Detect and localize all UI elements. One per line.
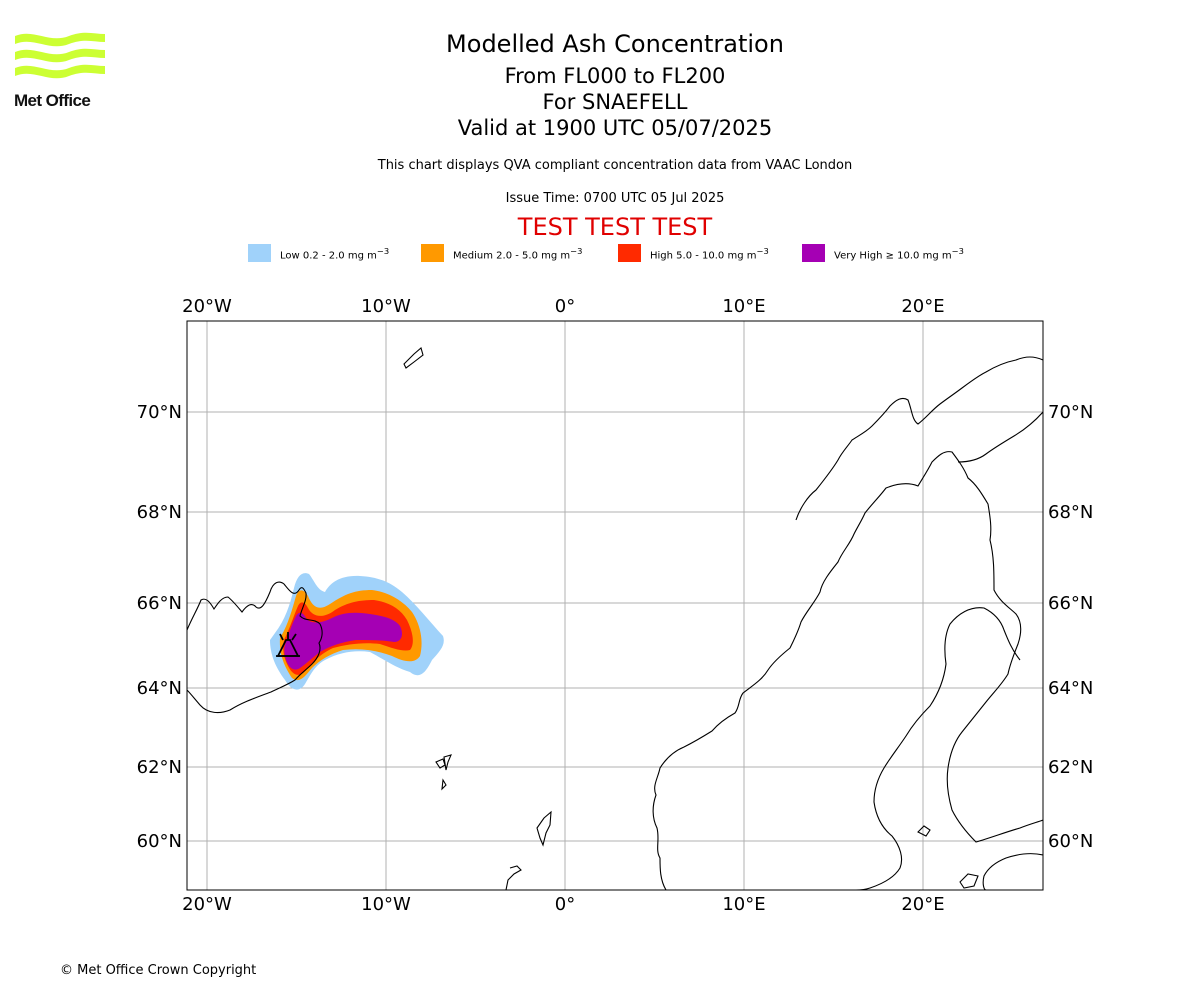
- lon-labels-bottom: 20°W 10°W 0° 10°E 20°E: [182, 894, 944, 915]
- legend-label-low: Low 0.2 - 2.0 mg m: [280, 250, 377, 262]
- legend-unit-high: −3: [756, 246, 769, 256]
- coast-norway-north: [795, 356, 1043, 521]
- lat-label-left-66n: 66°N: [137, 593, 182, 614]
- lat-label-left-70n: 70°N: [137, 402, 182, 423]
- lat-label-right-62n: 62°N: [1048, 757, 1093, 778]
- legend-swatch-low: [248, 244, 271, 262]
- lat-labels-right: 70°N 68°N 66°N 64°N 62°N 60°N: [1048, 402, 1093, 852]
- coast-shetland: [536, 810, 552, 847]
- lon-label-bottom-10e: 10°E: [722, 894, 765, 915]
- legend-unit-low: −3: [376, 246, 390, 256]
- legend-swatch-very-high: [802, 244, 825, 262]
- lat-label-right-66n: 66°N: [1048, 593, 1093, 614]
- data-source-note: This chart displays QVA compliant concen…: [377, 158, 853, 173]
- legend-label-very-high: Very High ≥ 10.0 mg m: [834, 250, 952, 262]
- coast-finland-south: [982, 853, 1043, 890]
- lon-labels-top: 20°W 10°W 0° 10°E 20°E: [182, 296, 944, 317]
- flight-levels: From FL000 to FL200: [504, 64, 726, 88]
- coast-orkney: [505, 865, 522, 890]
- met-office-logo: Met Office: [14, 30, 109, 112]
- valid-time: Valid at 1900 UTC 05/07/2025: [457, 116, 773, 140]
- lon-label-top-20e: 20°E: [901, 296, 944, 317]
- lat-label-right-68n: 68°N: [1048, 502, 1093, 523]
- lat-labels-left: 70°N 68°N 66°N 64°N 62°N 60°N: [137, 402, 182, 852]
- lat-label-right-64n: 64°N: [1048, 678, 1093, 699]
- legend-label-high: High 5.0 - 10.0 mg m: [650, 250, 757, 262]
- lon-label-bottom-20w: 20°W: [182, 894, 232, 915]
- coast-scandinavia: [652, 451, 1043, 890]
- volcano-name: For SNAEFELL: [542, 90, 688, 114]
- graticule: [187, 321, 1043, 890]
- lat-label-right-70n: 70°N: [1048, 402, 1093, 423]
- lat-label-left-60n: 60°N: [137, 831, 182, 852]
- coast-jan-mayen: [403, 347, 424, 369]
- map-content: [187, 321, 1043, 890]
- lon-label-top-20w: 20°W: [182, 296, 232, 317]
- lat-label-left-68n: 68°N: [137, 502, 182, 523]
- lon-label-bottom-0: 0°: [555, 894, 575, 915]
- coastlines: [187, 347, 1043, 890]
- coast-estonia: [959, 873, 979, 889]
- test-banner: TEST TEST TEST: [517, 213, 713, 241]
- volcano-icon: [276, 632, 300, 657]
- ash-very-high-layer: [284, 612, 402, 670]
- lon-label-top-10w: 10°W: [361, 296, 411, 317]
- lat-label-left-62n: 62°N: [137, 757, 182, 778]
- coast-aland: [917, 825, 931, 837]
- legend-swatch-medium: [421, 244, 444, 262]
- coast-gulf-bothnia: [855, 607, 1021, 890]
- legend-swatch-high: [618, 244, 641, 262]
- chart-title: Modelled Ash Concentration: [446, 30, 784, 58]
- lat-label-right-60n: 60°N: [1048, 831, 1093, 852]
- lon-label-bottom-10w: 10°W: [361, 894, 411, 915]
- lon-label-top-10e: 10°E: [722, 296, 765, 317]
- lat-label-left-64n: 64°N: [137, 678, 182, 699]
- legend-unit-medium: −3: [570, 246, 583, 256]
- coast-iceland: [187, 581, 323, 714]
- map-frame: [186, 320, 1044, 891]
- lon-label-bottom-20e: 20°E: [901, 894, 944, 915]
- coast-faroe-3: [441, 778, 447, 791]
- lon-label-top-0: 0°: [555, 296, 575, 317]
- legend-label-medium: Medium 2.0 - 5.0 mg m: [453, 250, 571, 262]
- met-office-wave-logo-icon: [15, 32, 105, 79]
- logo-text: Met Office: [14, 91, 91, 110]
- issue-time: Issue Time: 0700 UTC 05 Jul 2025: [505, 191, 725, 206]
- coast-faroe-2: [443, 754, 452, 771]
- legend-unit-very-high: −3: [951, 246, 964, 256]
- coast-sweden-finland: [957, 411, 1043, 463]
- copyright: © Met Office Crown Copyright: [60, 963, 257, 978]
